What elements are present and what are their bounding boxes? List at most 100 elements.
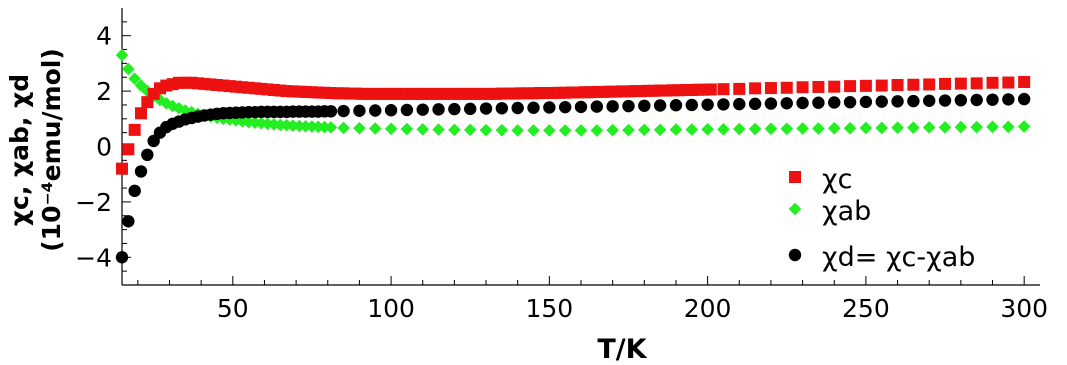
data-point (115, 251, 129, 264)
data-point (384, 104, 398, 117)
data-point (166, 99, 179, 113)
data-point (311, 120, 325, 134)
data-point (986, 120, 999, 134)
data-point (891, 121, 904, 134)
data-point (1002, 93, 1015, 106)
legend-label: χd= χc-χab (822, 242, 975, 273)
data-point (970, 120, 983, 134)
data-point (954, 120, 968, 134)
data-point (134, 165, 148, 178)
data-point (1002, 76, 1015, 89)
data-point (704, 83, 717, 96)
data-point (463, 123, 477, 137)
data-point (128, 72, 141, 85)
data-point (717, 123, 730, 136)
data-point (606, 123, 619, 137)
data-point (764, 97, 778, 110)
data-point (324, 121, 338, 134)
data-point (141, 84, 154, 98)
data-point (669, 123, 683, 136)
data-point (796, 96, 809, 110)
legend-label: χab (822, 196, 871, 227)
y-axis-label-line2: (10⁻⁴emu/mol) (37, 48, 66, 252)
series-circle (115, 92, 1031, 264)
data-point (859, 95, 873, 109)
data-point (543, 101, 556, 114)
data-point (1018, 75, 1031, 88)
data-point (638, 99, 651, 112)
x-tick-label: 250 (842, 294, 890, 323)
data-point (495, 102, 509, 115)
data-point (337, 104, 350, 118)
x-tick-label: 100 (367, 294, 415, 323)
data-point (780, 122, 794, 136)
data-point (733, 97, 746, 111)
data-point (796, 81, 809, 94)
data-point (400, 122, 414, 136)
data-point (859, 121, 873, 135)
data-point (701, 98, 714, 111)
data-point (280, 118, 293, 132)
y-tick-label: −4 (75, 243, 112, 272)
data-point (685, 123, 699, 136)
y-tick-label: 2 (96, 77, 112, 106)
data-point (115, 48, 129, 62)
series-square (116, 75, 1031, 175)
data-point (543, 124, 556, 137)
data-point (574, 100, 588, 114)
data-point (574, 124, 588, 137)
data-point (859, 79, 872, 92)
data-point (511, 124, 524, 137)
data-point (448, 102, 461, 116)
data-point (875, 79, 888, 92)
data-point (416, 123, 430, 136)
data-point (717, 98, 730, 111)
data-point (954, 77, 967, 90)
data-point (235, 114, 249, 128)
data-point (1017, 92, 1031, 106)
axis-labels: T/K χc, χab, χd (10⁻⁴emu/mol) (5, 48, 648, 365)
data-point (134, 107, 147, 120)
data-point (511, 101, 524, 115)
data-point (828, 96, 841, 109)
data-point (827, 121, 841, 135)
legend-marker (788, 202, 802, 216)
data-point (907, 94, 920, 108)
data-point (891, 79, 904, 92)
data-point (590, 100, 604, 113)
data-point (527, 101, 540, 114)
data-point (986, 76, 999, 89)
data-point (638, 123, 651, 137)
data-point (254, 116, 268, 130)
data-point (369, 104, 382, 117)
data-point (812, 122, 825, 135)
data-point (299, 119, 312, 133)
data-point (337, 121, 350, 135)
legend-label: χc (822, 164, 852, 195)
data-point (273, 118, 287, 132)
data-point (527, 124, 540, 137)
data-point (748, 122, 762, 136)
data-point (128, 184, 141, 198)
data-point (353, 104, 366, 117)
data-point (828, 80, 841, 93)
y-tick-label: 4 (96, 22, 112, 51)
x-tick-label: 50 (217, 294, 249, 323)
data-point (353, 121, 366, 135)
data-point (400, 103, 414, 117)
data-point (685, 98, 698, 112)
x-tick-label: 150 (525, 294, 573, 323)
x-tick-label: 200 (684, 294, 732, 323)
data-point (938, 121, 952, 134)
axes: 50 100 150 200 250 300 −4 −2 0 2 4 (75, 8, 1048, 323)
data-point (606, 100, 619, 113)
legend-marker (788, 248, 802, 262)
data-point (669, 99, 683, 112)
data-point (986, 93, 999, 106)
data-point (733, 82, 746, 95)
data-point (479, 123, 493, 137)
data-point (780, 81, 793, 94)
data-point (875, 95, 888, 108)
